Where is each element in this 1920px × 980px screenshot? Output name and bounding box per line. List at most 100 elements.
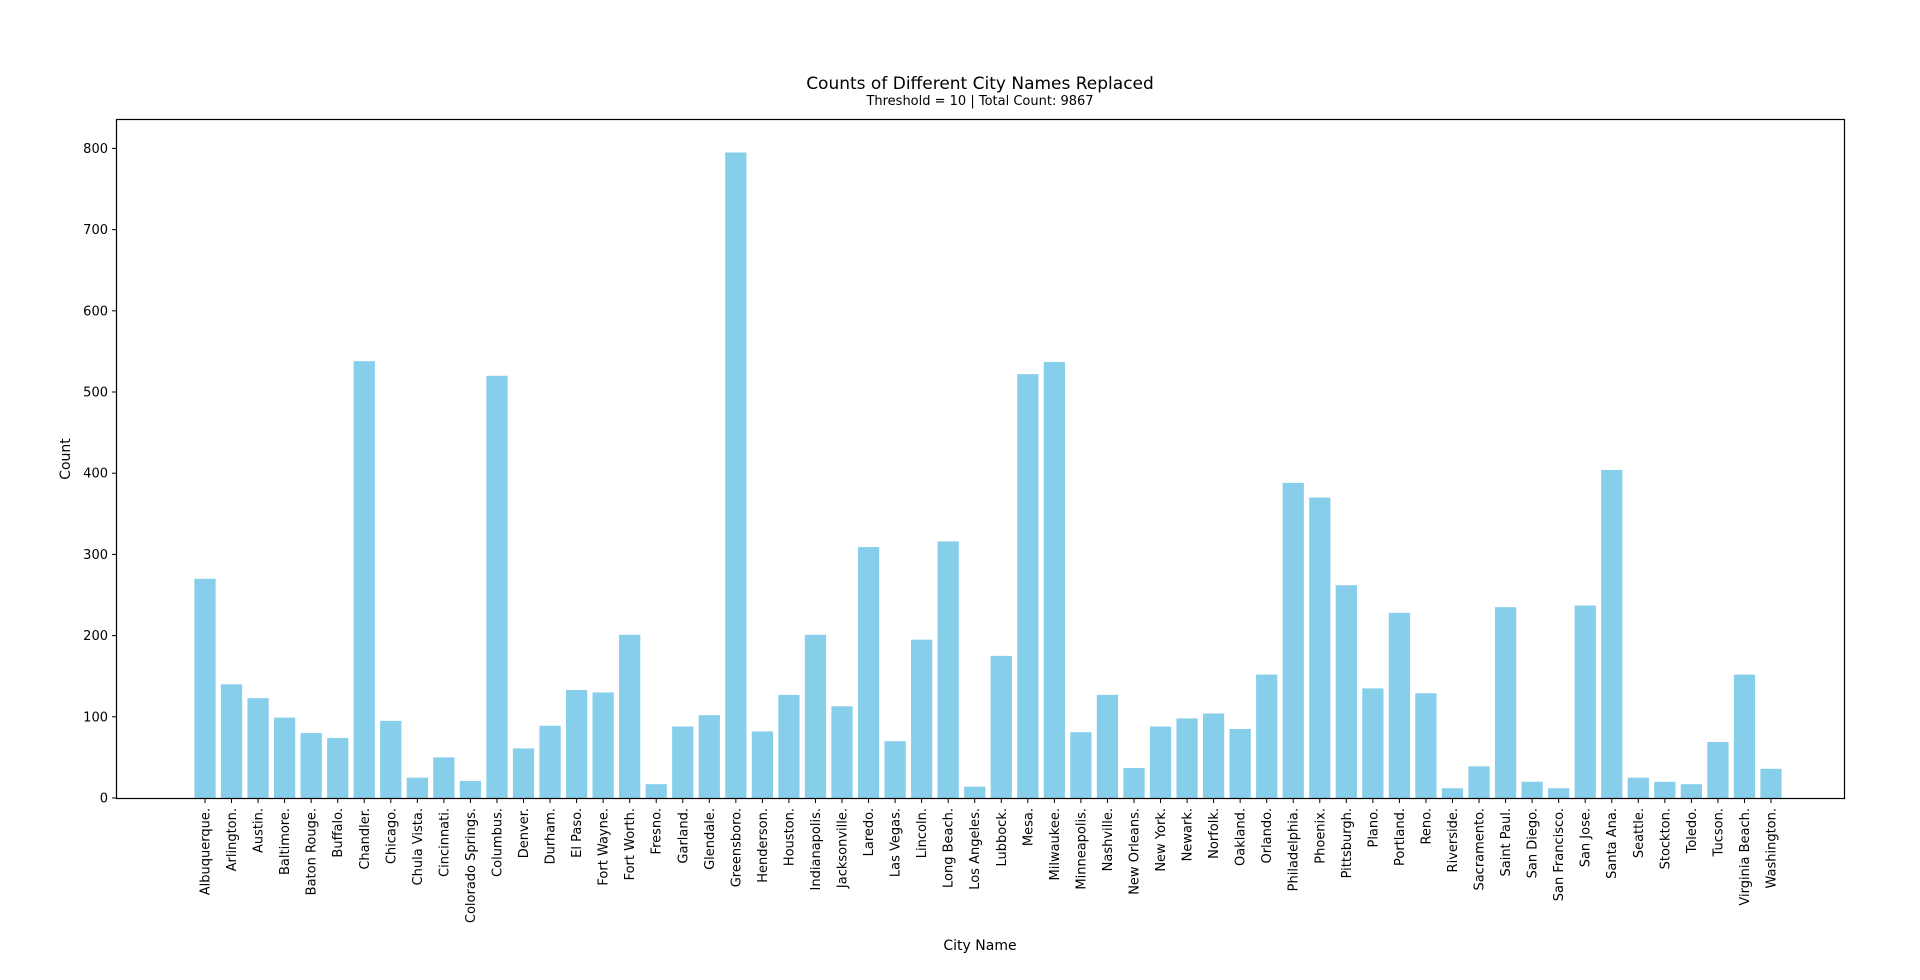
bar-baltimore (274, 717, 296, 798)
x-tick-label: San Jose. (1579, 808, 1594, 867)
x-tick-label: Glendale. (703, 808, 718, 870)
x-tick-label: Tucson. (1711, 808, 1726, 857)
x-tick-label: Washington. (1765, 808, 1780, 889)
bar-new-orleans (1123, 767, 1145, 798)
y-tick-label: 200 (83, 629, 108, 644)
bar-reno (1415, 693, 1437, 798)
x-tick-label: Chicago. (384, 808, 399, 864)
bar-durham (539, 725, 561, 798)
x-tick-label: Greensboro. (729, 808, 744, 887)
x-tick-label: Oakland. (1234, 808, 1249, 866)
bar-orlando (1256, 674, 1278, 798)
bar-long-beach (937, 541, 959, 798)
x-tick-label: Chula Vista. (411, 808, 426, 885)
x-tick-label: Riverside. (1446, 808, 1461, 872)
bar-seattle (1627, 777, 1649, 798)
x-tick-label: Columbus. (490, 808, 505, 877)
x-tick-label: Indianapolis. (809, 808, 824, 890)
bar-virginia-beach (1733, 674, 1756, 798)
bar-saint-paul (1494, 607, 1517, 798)
x-tick-label: Arlington. (225, 808, 240, 871)
x-tick-label: Minneapolis. (1074, 808, 1089, 890)
bar-arlington (220, 684, 243, 798)
x-tick-label: Stockton. (1658, 808, 1673, 869)
x-tick-label: Plano. (1366, 808, 1381, 848)
bar-albuquerque (194, 578, 216, 798)
bar-mesa (1017, 374, 1039, 798)
bar-cincinnati (433, 757, 455, 798)
bar-los-angeles (964, 786, 986, 798)
y-tick-label: 400 (83, 467, 108, 482)
x-tick-label: San Diego. (1526, 808, 1541, 878)
bar-plano (1362, 688, 1384, 798)
bar-denver (512, 748, 535, 798)
bar-fort-wayne (592, 692, 614, 798)
x-tick-label: Austin. (252, 808, 267, 853)
x-tick-label: Albuquerque. (199, 808, 214, 895)
y-axis-label: Count (58, 438, 74, 480)
y-tick-label: 100 (83, 710, 108, 725)
x-tick-label: Long Beach. (942, 808, 957, 888)
x-tick-label: Colorado Springs. (464, 808, 479, 923)
bar-san-jose (1574, 605, 1596, 798)
bar-lincoln (911, 639, 933, 798)
bar-henderson (751, 731, 773, 798)
y-tick-label: 600 (83, 304, 108, 319)
y-axis: 0 100 200 300 400 500 600 700 800 (83, 142, 117, 807)
bar-austin (247, 698, 269, 798)
y-tick-label: 700 (83, 223, 108, 238)
x-tick-label: Las Vegas. (889, 808, 904, 877)
x-tick-label: Philadelphia. (1287, 808, 1302, 891)
x-tick-label: Pittsburgh. (1340, 808, 1355, 878)
bar-las-vegas (884, 741, 906, 798)
x-axis: Albuquerque. Arlington. Austin. Baltimore. B… (199, 798, 1780, 923)
bar-colorado-springs (459, 780, 482, 798)
x-tick-label: Lubbock. (995, 808, 1010, 867)
x-tick-label: Mesa. (1021, 808, 1036, 846)
bar-phoenix (1309, 497, 1331, 798)
plot-frame (115, 118, 1846, 800)
bar-el-paso (565, 690, 588, 798)
bars-layer (194, 152, 1782, 799)
bar-stockton (1654, 781, 1676, 798)
bar-greensboro (725, 152, 747, 799)
bar-new-york (1149, 726, 1172, 798)
x-tick-label: Durham. (544, 808, 559, 864)
x-tick-label: Henderson. (756, 808, 771, 883)
x-tick-label: Lincoln. (915, 808, 930, 858)
x-tick-label: Jacksonville. (836, 808, 851, 889)
bar-glendale (698, 715, 720, 798)
bar-jacksonville (831, 706, 853, 798)
x-tick-label: Saint Paul. (1499, 808, 1514, 877)
x-tick-label: Phoenix. (1313, 808, 1328, 864)
bar-columbus (486, 375, 508, 798)
bar-norfolk (1202, 713, 1225, 798)
bar-baton-rouge (300, 733, 322, 798)
x-tick-label: San Francisco. (1552, 808, 1567, 901)
bar-laredo (857, 547, 880, 798)
bar-portland (1388, 612, 1411, 798)
bar-milwaukee (1043, 361, 1065, 798)
x-tick-label: Houston. (782, 808, 797, 866)
x-tick-label: Norfolk. (1207, 808, 1222, 859)
x-tick-label: Newark. (1181, 808, 1196, 861)
bar-philadelphia (1282, 482, 1304, 798)
x-tick-label: Nashville. (1101, 808, 1116, 871)
bar-washington (1760, 768, 1782, 798)
x-tick-label: El Paso. (570, 808, 585, 858)
bar-sacramento (1468, 766, 1490, 798)
bar-fresno (645, 784, 667, 798)
x-tick-label: Fort Worth. (623, 808, 638, 880)
bar-indianapolis (804, 634, 827, 798)
bar-lubbock (990, 655, 1012, 798)
y-tick-label: 500 (83, 386, 108, 401)
bar-chula-vista (406, 777, 428, 798)
y-tick-label: 0 (100, 792, 108, 807)
x-tick-label: Seattle. (1632, 808, 1647, 858)
chart-title: Counts of Different City Names Replaced (806, 74, 1154, 94)
chart-subtitle: Threshold = 10 | Total Count: 9867 (865, 94, 1093, 109)
x-tick-label: Los Angeles. (968, 808, 983, 890)
x-tick-label: Orlando. (1260, 808, 1275, 864)
